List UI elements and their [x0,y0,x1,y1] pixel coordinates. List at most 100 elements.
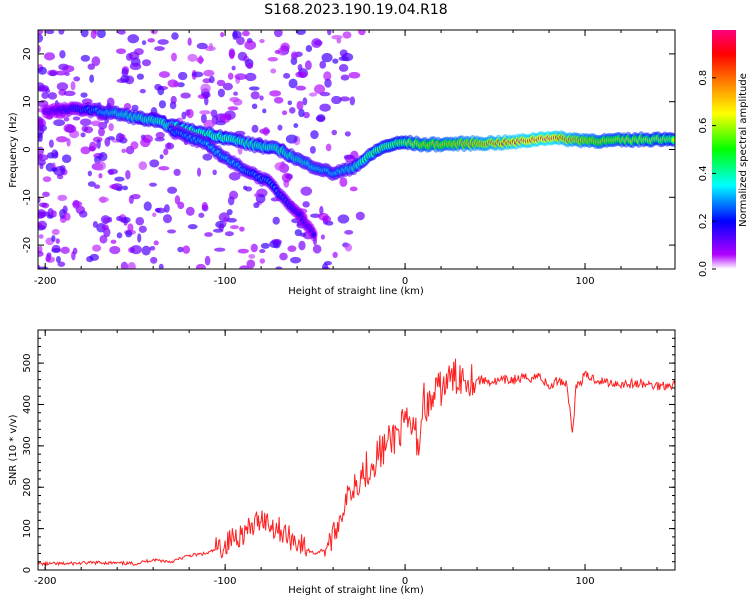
noise-speckle [195,263,206,269]
noise-speckle [339,177,348,187]
noise-speckle [150,30,158,35]
noise-speckle [72,247,78,255]
noise-speckle [237,51,248,61]
y-tick-label: 200 [22,478,33,497]
noise-speckle [202,153,213,161]
noise-speckle [244,40,257,50]
noise-speckle [186,108,194,119]
noise-speckle [38,154,49,161]
noise-speckle [66,138,71,147]
noise-speckle [130,245,142,255]
noise-speckle [87,170,93,177]
noise-speckle [293,123,299,128]
noise-speckle [38,196,41,204]
noise-speckle [246,62,254,69]
noise-speckle [122,185,128,191]
noise-speckle [259,95,264,101]
noise-speckle [302,97,308,106]
snr-line [38,358,675,567]
noise-speckle [251,103,258,110]
noise-speckle [63,90,76,97]
noise-speckle [154,46,165,52]
snr-ticks: -200 -100 0 100 0 100 200 300 400 500 [22,330,675,587]
noise-speckle [177,246,184,253]
noise-speckle [153,240,159,246]
noise-speckle [89,141,97,152]
noise-speckle [323,71,332,81]
noise-speckle [227,72,234,80]
noise-speckle [80,92,88,98]
noise-speckle [199,110,211,115]
noise-speckle [135,217,145,226]
colorbar-tick-label: 0.4 [698,165,709,181]
snr-ylabel: SNR (10 * v/v) [8,414,19,485]
noise-speckle [322,262,329,269]
noise-speckle [177,201,185,210]
noise-speckle [38,251,44,257]
noise-speckle [39,124,47,132]
noise-speckle [305,45,313,52]
noise-speckle [259,248,266,254]
noise-speckle [45,254,52,262]
noise-speckle [121,67,129,78]
chart-title: S168.2023.190.19.04.R18 [264,2,447,18]
noise-speckle [130,141,139,150]
noise-speckle [300,186,313,196]
noise-speckle [72,116,81,121]
colorbar-tick-label: 0.0 [698,261,709,277]
noise-speckle [149,182,157,187]
noise-speckle [56,82,69,91]
colorbar-tick-label: 0.6 [698,118,709,134]
noise-speckle [296,100,304,111]
noise-speckle [200,83,211,94]
noise-speckle [204,96,209,106]
noise-speckle [140,137,151,148]
noise-speckle [269,90,282,97]
noise-speckle [96,138,101,149]
noise-speckle [243,185,248,190]
noise-speckle [125,169,131,180]
noise-speckle [98,173,103,179]
noise-speckle [324,78,332,88]
noise-speckle [38,209,47,219]
noise-speckle [236,36,245,46]
noise-speckle [337,214,350,224]
noise-speckle [344,229,354,235]
noise-speckle [166,229,177,234]
noise-speckle [349,186,358,192]
noise-speckle [231,65,236,71]
noise-speckle [114,176,125,182]
noise-speckle [259,128,271,135]
y-tick-label: 500 [22,354,33,373]
x-tick-label: -200 [34,576,57,587]
noise-speckle [251,124,259,133]
colorbar-ticks: 0.0 0.2 0.4 0.6 0.8 [698,70,716,277]
noise-speckle [298,108,305,118]
noise-speckle [280,42,290,52]
noise-speckle [319,60,327,69]
noise-speckle [158,263,164,269]
noise-speckle [101,224,109,231]
noise-speckle [70,81,76,91]
snr-plot-area [38,358,675,567]
noise-speckle [250,91,260,100]
noise-speckle [217,88,226,98]
spectrogram-ylabel: Frequency (Hz) [8,112,19,188]
noise-speckle [55,238,60,244]
noise-speckle [288,78,298,89]
noise-speckle [127,34,140,44]
noise-speckle [331,95,342,105]
noise-speckle [338,56,350,62]
noise-speckle [38,132,43,139]
noise-speckle [93,184,101,189]
noise-speckle [340,74,350,81]
noise-speckle [159,154,164,160]
noise-speckle [96,30,106,39]
noise-speckle [42,191,50,198]
noise-speckle [65,124,77,133]
noise-speckle [48,70,57,77]
noise-speckle [325,143,332,152]
noise-speckle [274,49,281,54]
noise-speckle [38,44,41,54]
x-tick-label: -100 [214,576,237,587]
